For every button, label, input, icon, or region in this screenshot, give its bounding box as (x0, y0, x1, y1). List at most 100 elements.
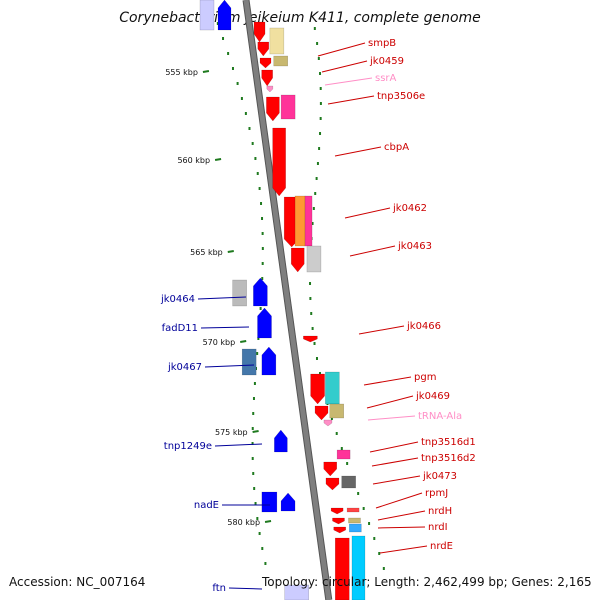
gene-label-pgm: pgm (414, 372, 436, 383)
feature-block (325, 371, 340, 405)
feature-block (241, 348, 257, 376)
feature-arrow (323, 419, 333, 427)
leader-line (371, 457, 419, 467)
gene-label-jk0459: jk0459 (369, 56, 404, 67)
feature-arrow (330, 507, 344, 515)
leader-line (367, 415, 416, 421)
feature-block (284, 584, 309, 600)
gene-label-ftn: ftn (212, 583, 226, 594)
feature-block (349, 523, 362, 533)
backbone (243, 0, 332, 600)
leader-line (200, 326, 250, 329)
tick-label: 575 kbp (215, 428, 248, 437)
leader-line (379, 545, 428, 554)
leader-line (372, 475, 421, 485)
tick-label: 570 kbp (203, 338, 236, 347)
gene-label-nrdi: nrdI (428, 522, 448, 533)
leader-line (317, 42, 366, 57)
feature-arrow (323, 461, 338, 477)
gene-label-nrde: nrdE (430, 541, 453, 552)
feature-arrow (217, 0, 232, 31)
feature-block (261, 491, 278, 513)
tick-label: 555 kbp (165, 68, 198, 77)
feature-block (294, 195, 306, 247)
gene-label-rpmj: rpmJ (425, 488, 448, 499)
feature-arrow (314, 405, 329, 421)
tick-label: 560 kbp (177, 156, 210, 165)
feature-block (273, 55, 288, 67)
feature-arrow (272, 127, 286, 197)
feature-arrow (266, 85, 274, 93)
leader-line (377, 510, 426, 521)
gene-label-smpb: smpB (368, 38, 396, 49)
gene-label-ssra: ssrA (375, 73, 397, 84)
feature-arrow (274, 429, 288, 453)
leader-line (204, 364, 255, 368)
gene-label-jk0473: jk0473 (422, 471, 457, 482)
feature-block (348, 517, 361, 524)
leader-line (228, 587, 263, 590)
topology-text: Topology: circular; Length: 2,462,499 bp… (262, 575, 592, 589)
feature-arrow (261, 346, 277, 376)
feature-block (306, 245, 322, 273)
gene-label-tnp3516d1: tnp3516d1 (421, 437, 476, 448)
feature-block (269, 27, 285, 55)
feature-arrow (332, 517, 345, 525)
leader-line (377, 526, 426, 529)
feature-block (334, 537, 350, 600)
feature-arrow (259, 57, 272, 69)
gene-label-nrdh: nrdH (428, 506, 452, 517)
feature-arrow (325, 477, 340, 491)
feature-arrow (303, 335, 318, 343)
gene-label-nade: nadE (194, 500, 219, 511)
feature-block (346, 507, 360, 513)
tick-mark (264, 520, 272, 523)
leader-line (349, 245, 396, 257)
leader-line (197, 296, 247, 300)
leader-line (321, 60, 368, 73)
leader-line (369, 441, 419, 453)
gene-label-jk0462: jk0462 (392, 203, 427, 214)
accession-text: Accession: NC_007164 (9, 575, 146, 589)
leader-line (363, 376, 412, 386)
leader-line (334, 146, 382, 157)
tick-mark (240, 340, 247, 343)
gene-label-trna-ala: tRNA-Ala (418, 411, 462, 422)
leader-line (327, 95, 375, 105)
tick-mark (252, 430, 259, 433)
feature-arrow (333, 526, 346, 534)
tick-label: 565 kbp (190, 248, 223, 257)
gene-label-tnp3516d2: tnp3516d2 (421, 453, 476, 464)
gene-label-jk0469: jk0469 (415, 391, 450, 402)
feature-block (351, 535, 366, 600)
feature-arrow (280, 492, 296, 512)
feature-arrow (257, 41, 270, 57)
feature-arrow (290, 247, 305, 273)
feature-arrow (257, 307, 272, 339)
leader-line (324, 77, 373, 86)
tick-mark (227, 250, 234, 253)
tick-label: 580 kbp (227, 518, 260, 527)
feature-block (304, 195, 313, 247)
gene-label-fadd11: fadD11 (162, 323, 198, 334)
leader-line (214, 443, 263, 447)
feature-arrow (253, 21, 266, 43)
tick-mark (214, 158, 222, 161)
feature-arrow (253, 277, 268, 307)
gene-label-jk0464: jk0464 (160, 294, 195, 305)
feature-block (329, 403, 345, 419)
gene-label-jk0466: jk0466 (406, 321, 441, 332)
gene-label-tnp1249e: tnp1249e (164, 441, 212, 452)
feature-block (199, 0, 215, 31)
feature-block (336, 449, 351, 460)
leader-line (344, 207, 391, 219)
gene-label-jk0467: jk0467 (167, 362, 202, 373)
leader-line (375, 492, 423, 509)
gene-label-tnp3506e: tnp3506e (377, 91, 425, 102)
feature-block (232, 279, 247, 307)
gene-label-jk0463: jk0463 (397, 241, 432, 252)
feature-arrow (261, 69, 273, 87)
leader-line (366, 395, 414, 409)
feature-block (341, 475, 356, 489)
